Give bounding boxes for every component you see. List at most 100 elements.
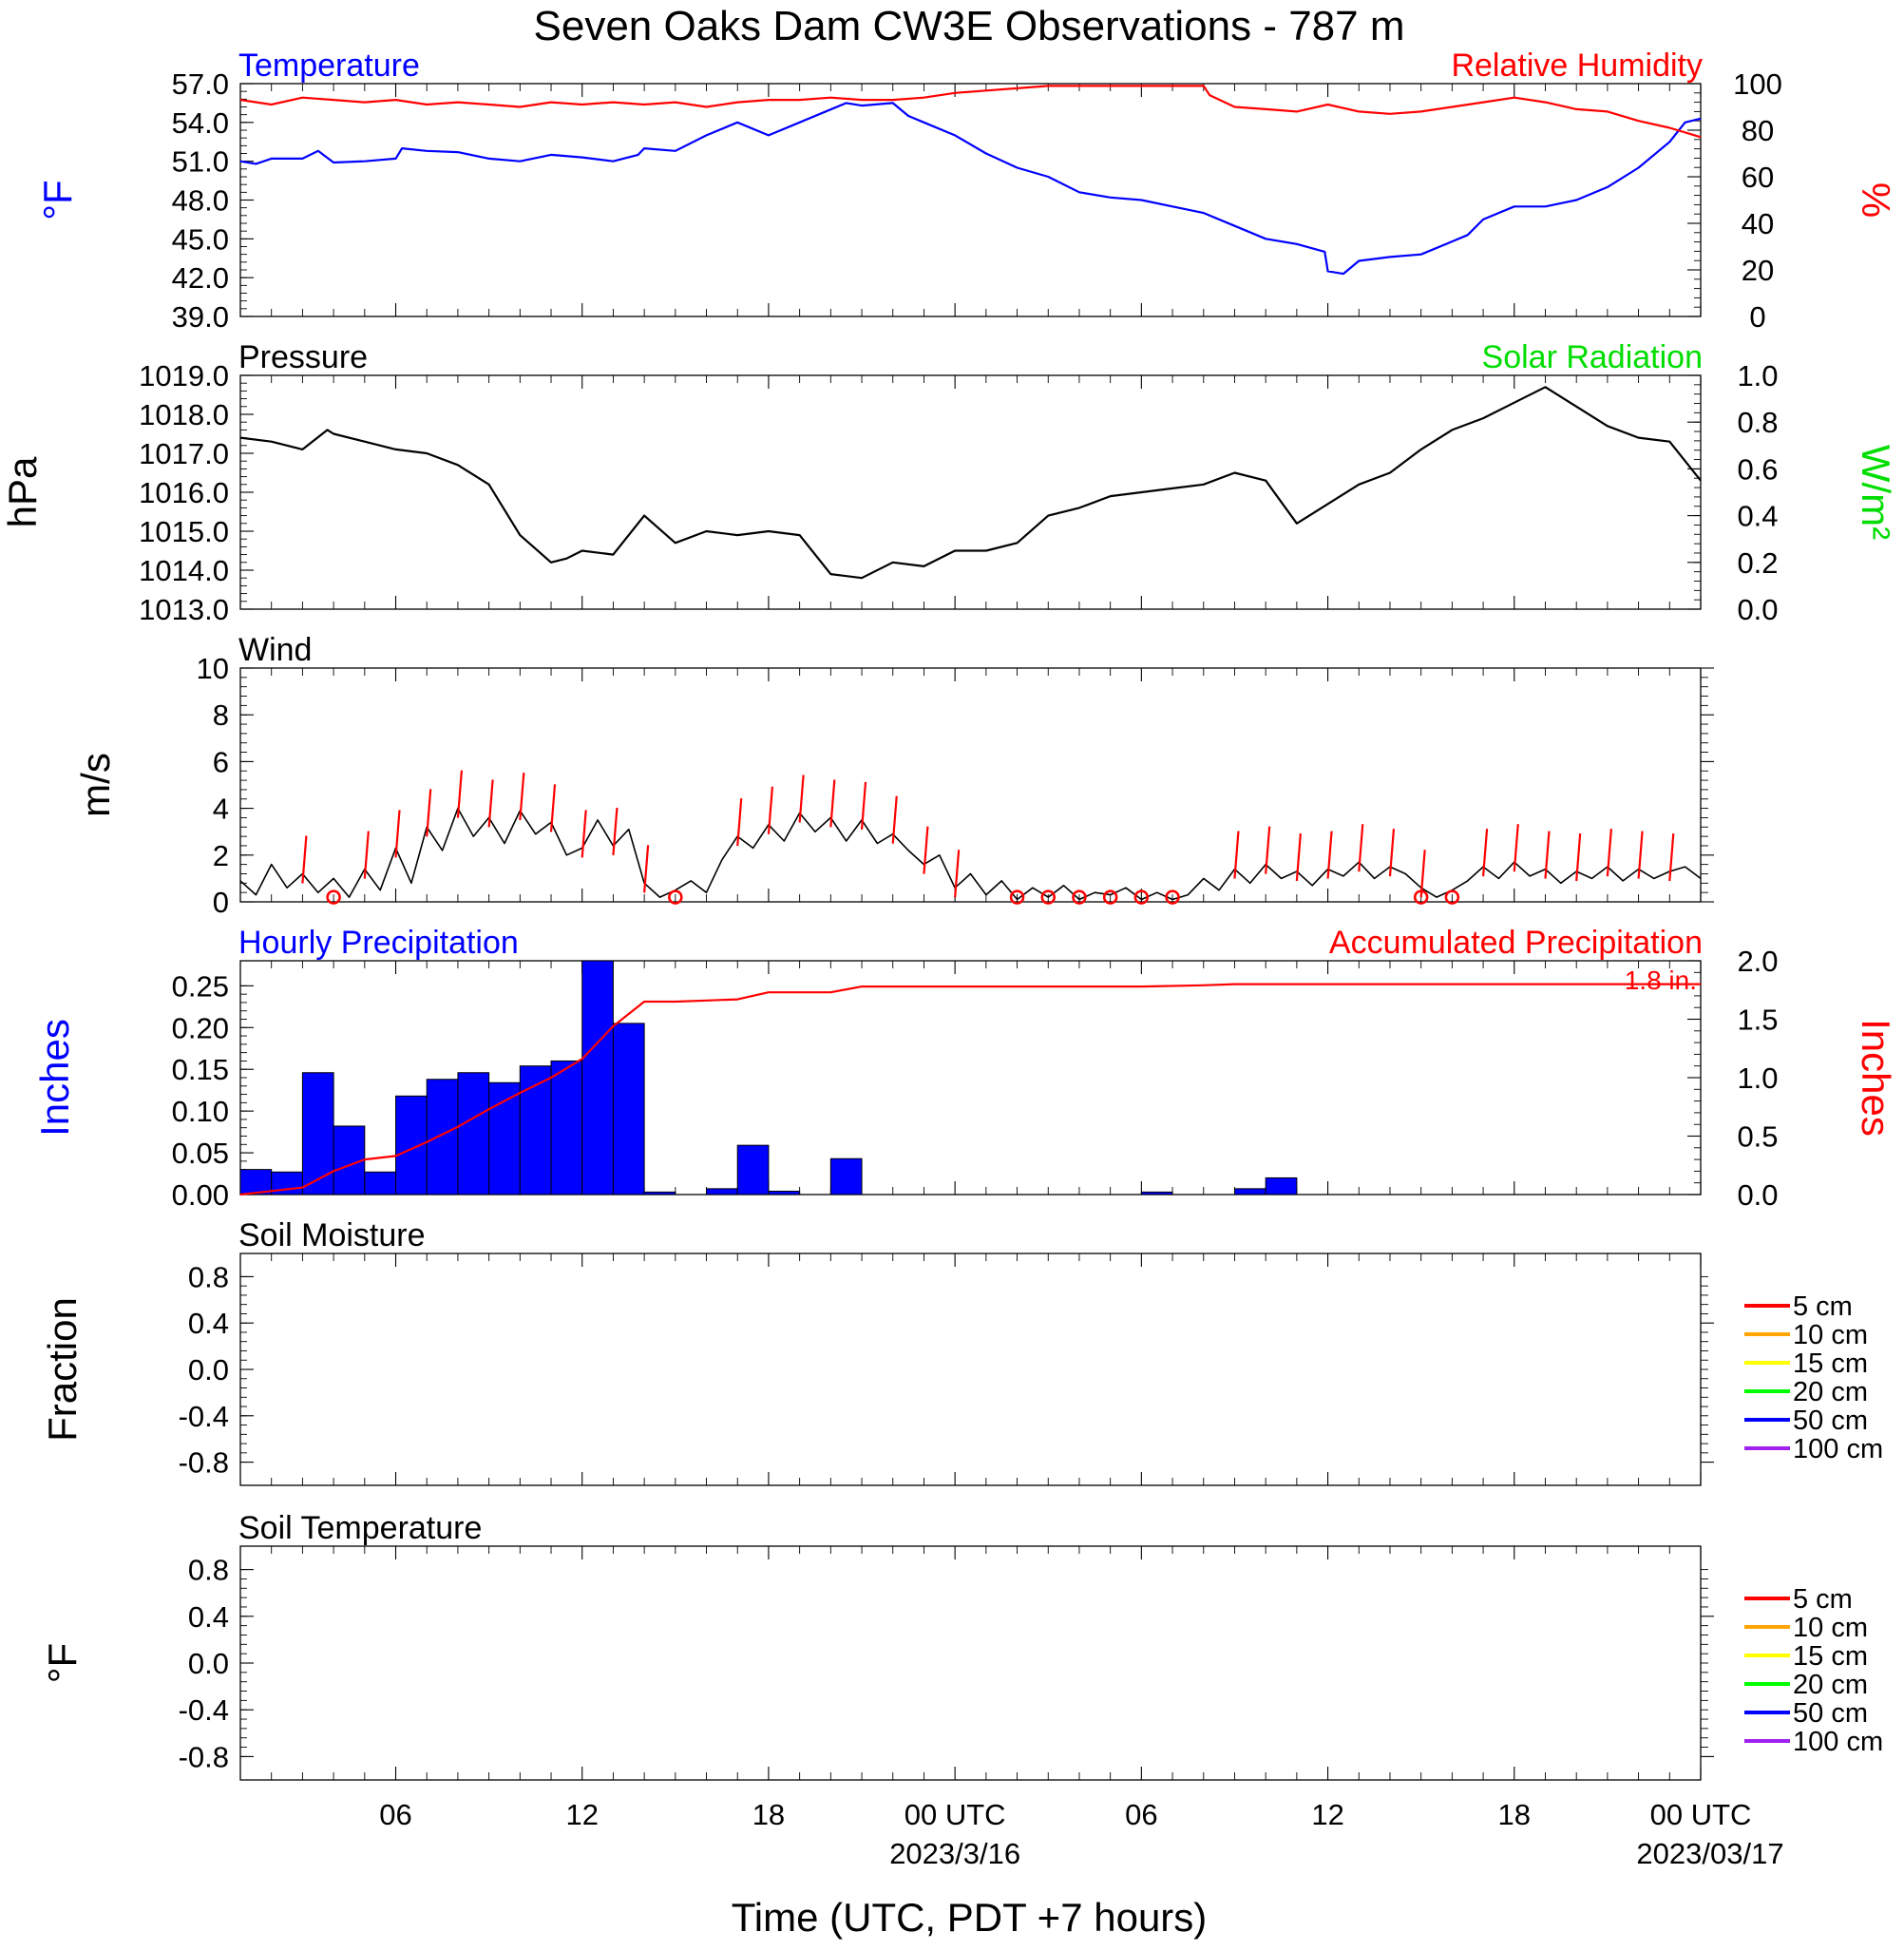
calm-wind-circle <box>1072 889 1087 905</box>
legend-label: 100 cm <box>1793 1434 1883 1464</box>
wind-barb <box>829 779 836 828</box>
y-tick-label-left: 0.0 <box>188 1647 229 1680</box>
y-axis-label-left: Inches <box>32 1019 77 1137</box>
series-line-wind <box>239 807 1702 901</box>
y-tick-label-right: 0.8 <box>1737 406 1778 439</box>
accumulated-total-label: 1.8 in. <box>1625 966 1697 995</box>
y-tick-label-left: 0.00 <box>172 1178 229 1212</box>
legend-label: 10 cm <box>1793 1613 1868 1643</box>
wind-barb <box>954 850 961 898</box>
precip-bar <box>550 1060 583 1195</box>
wind-barb <box>1326 831 1333 879</box>
y-tick-label-left: 0.05 <box>172 1137 229 1170</box>
plot-frame <box>239 667 1702 903</box>
precip-bar <box>1140 1191 1173 1195</box>
wind-barb <box>923 826 929 874</box>
wind-barb <box>1481 829 1489 877</box>
wind-barb <box>1668 832 1675 882</box>
y-tick-label-right: 1.0 <box>1737 1062 1778 1095</box>
wind-barb <box>519 772 525 821</box>
legend-label: 10 cm <box>1793 1320 1868 1350</box>
panel-title-left: Wind <box>238 632 312 668</box>
y-axis-label-left: m/s <box>73 753 118 817</box>
wind-barb <box>891 795 898 844</box>
y-tick-label-left: 0.8 <box>188 1554 229 1587</box>
y-tick-label-left: 2 <box>213 839 229 872</box>
wind-barb <box>1419 850 1426 898</box>
y-tick-label-left: 1013.0 <box>139 593 229 626</box>
panel-title-right: Accumulated Precipitation <box>1329 925 1703 961</box>
y-axis-label-right: Inches <box>1854 1019 1898 1137</box>
y-axis-label-left: °F <box>40 1643 85 1683</box>
series-line-pressure <box>239 386 1702 580</box>
wind-barb <box>1265 826 1271 874</box>
series-line-accumulated-precipitation <box>239 983 1701 1196</box>
y-axis-label-left: Fraction <box>40 1297 85 1442</box>
y-tick-label-left: -0.4 <box>179 1693 229 1727</box>
x-date-label: 2023/3/16 <box>889 1837 1020 1870</box>
legend-label: 5 cm <box>1793 1584 1853 1615</box>
figure-title: Seven Oaks Dam CW3E Observations - 787 m <box>534 3 1405 49</box>
precip-bar <box>768 1190 801 1195</box>
y-tick-label-left: 1017.0 <box>139 437 229 470</box>
legend-label: 50 cm <box>1793 1698 1868 1729</box>
precip-bar <box>581 960 614 1195</box>
y-tick-label-left: -0.8 <box>179 1446 229 1480</box>
y-tick-label-left: 1014.0 <box>139 554 229 587</box>
panel-precipitation: 0.25 0.20 0.15 0.10 0.05 0.00 2.0 1.5 1.0 0.5 0.0 H… <box>32 925 1898 1212</box>
precip-bar <box>736 1144 770 1195</box>
precip-bar <box>643 1191 676 1195</box>
panel-temperature_humidity: 57.0 54.0 51.0 48.0 45.0 42.0 39.0 100 80 60 40 20 0… <box>35 48 1898 334</box>
wind-barb <box>643 845 650 893</box>
precip-bar <box>706 1188 738 1195</box>
y-tick-label-left: 42.0 <box>172 261 229 295</box>
calm-wind-circle <box>1102 889 1118 905</box>
wind-barb <box>767 786 774 834</box>
y-axis-label-left: °F <box>35 180 80 220</box>
precip-bar <box>1233 1188 1266 1195</box>
y-tick-label-left: 6 <box>213 745 229 778</box>
panel-title-right: Solar Radiation <box>1482 339 1703 375</box>
y-tick-label-left: 45.0 <box>172 222 229 256</box>
y-tick-label-right: 1.5 <box>1737 1004 1778 1037</box>
y-tick-label-left: 0.8 <box>188 1260 229 1293</box>
y-tick-label-right: 0 <box>1749 300 1765 334</box>
y-tick-label-right: 2.0 <box>1737 945 1778 978</box>
panels: 57.054.051.048.045.042.039.0100806040200… <box>0 48 1898 1870</box>
wind-barb <box>426 789 432 837</box>
panel-title-left: Soil Temperature <box>238 1510 482 1546</box>
y-tick-label-right: 0.5 <box>1737 1120 1778 1154</box>
panel-soil_moisture: 0.8 0.4 0.0 -0.4 -0.8 Soil Moisture Fraction 5 … <box>40 1217 1883 1486</box>
plot-frame <box>239 374 1702 610</box>
panel-title-left: Pressure <box>238 339 368 375</box>
panel-pressure_solar: 1019.0 1018.0 1017.0 1016.0 1015.0 1014.0 1013… <box>0 339 1898 626</box>
y-tick-label-right: 100 <box>1733 67 1782 101</box>
calm-wind-circle <box>1133 889 1150 905</box>
x-tick-label: 00 UTC <box>904 1798 1006 1831</box>
y-tick-label-left: 8 <box>213 698 229 732</box>
y-tick-label-right: 0.0 <box>1737 1178 1778 1212</box>
y-tick-label-left: 0.0 <box>188 1353 229 1387</box>
wind-barb <box>736 798 743 847</box>
y-tick-label-right: 40 <box>1742 207 1774 240</box>
wind-barb <box>301 835 308 884</box>
wind-barb <box>1544 831 1551 879</box>
y-tick-label-left: 10 <box>197 652 229 685</box>
wind-barb <box>860 781 867 830</box>
y-tick-label-right: 0.6 <box>1737 452 1778 486</box>
precip-bar <box>395 1095 428 1195</box>
precip-bar <box>612 1023 645 1195</box>
panel-title-right: Relative Humidity <box>1451 48 1703 84</box>
y-tick-label-left: 0.10 <box>172 1095 229 1128</box>
precip-bar <box>829 1157 863 1195</box>
y-tick-label-left: 51.0 <box>172 145 229 179</box>
panel-title-left: Hourly Precipitation <box>238 925 519 961</box>
y-tick-label-left: 0 <box>213 886 229 919</box>
wind-barb <box>363 831 370 879</box>
wind-barb <box>456 770 464 818</box>
wind-barb <box>549 784 557 832</box>
calm-wind-circle <box>1444 889 1460 905</box>
y-tick-label-left: 0.15 <box>172 1053 229 1086</box>
